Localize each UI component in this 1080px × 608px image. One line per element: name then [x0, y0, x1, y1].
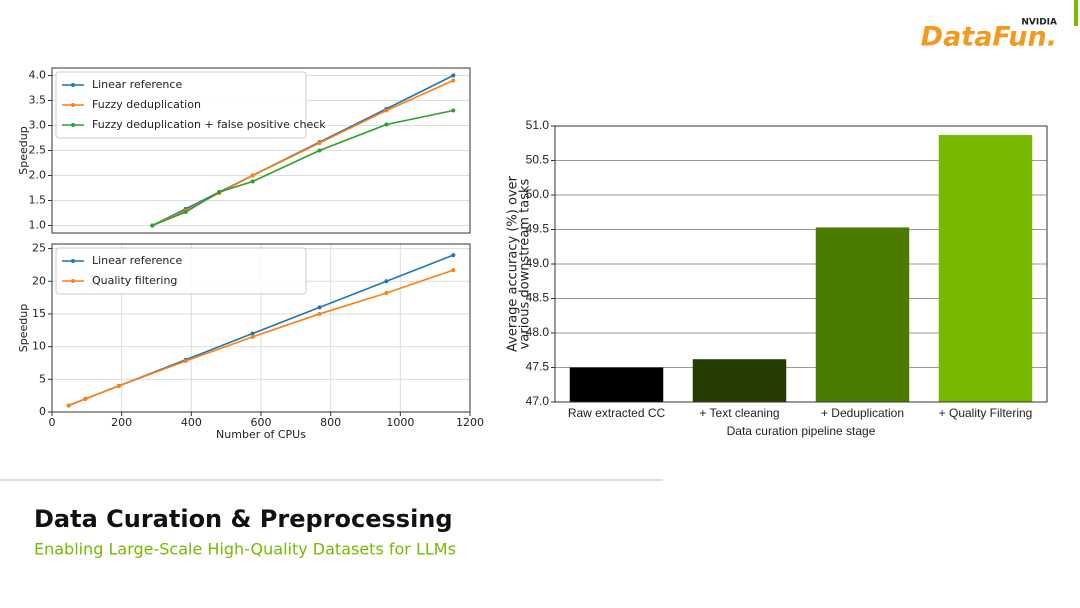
y-tick-label: 3.5	[29, 94, 47, 107]
legend-label: Fuzzy deduplication + false positive che…	[92, 118, 326, 131]
y-tick-label: 47.5	[526, 360, 550, 374]
x-tick-label: + Quality Filtering	[939, 406, 1033, 420]
y-tick-label: 2.0	[29, 169, 47, 182]
y-axis-label: Speedup	[17, 126, 30, 174]
point	[83, 396, 88, 401]
y-tick-label: 4.0	[29, 69, 47, 82]
legend-label: Fuzzy deduplication	[92, 98, 201, 111]
legend-marker	[71, 279, 75, 283]
point	[217, 190, 222, 194]
legend-box	[55, 247, 307, 295]
point	[384, 108, 389, 113]
y-tick-label: 49.5	[526, 222, 550, 236]
logo: DataFun.	[921, 22, 1057, 53]
y-tick-label: 3.0	[29, 119, 47, 132]
point	[250, 179, 255, 184]
legend-marker	[71, 103, 75, 107]
point	[384, 291, 389, 296]
point	[183, 359, 188, 364]
y-axis-label: various downstream tasks	[518, 178, 533, 349]
point	[250, 331, 255, 336]
y-tick-label: 15	[32, 307, 46, 320]
slide-title: Data Curation & Preprocessing	[34, 505, 453, 533]
y-tick-label: 1.0	[29, 219, 47, 232]
bar	[692, 359, 787, 402]
plot-frame	[51, 243, 471, 413]
y-tick-label: 50.0	[526, 187, 550, 201]
bar	[815, 227, 910, 402]
bar	[938, 134, 1033, 402]
y-tick-label: 49.0	[526, 256, 550, 270]
y-tick-label: 1.5	[29, 194, 47, 207]
y-tick-label: 5	[39, 372, 46, 385]
plot-frame	[51, 67, 471, 234]
legend-label: Linear reference	[92, 254, 182, 267]
x-axis-label: Data curation pipeline stage	[727, 424, 876, 438]
point	[317, 311, 322, 316]
point	[183, 210, 188, 214]
legend-box	[55, 71, 307, 139]
x-tick-label: + Deduplication	[821, 406, 904, 420]
y-tick-label: 20	[32, 274, 46, 287]
y-tick-label: 0	[39, 405, 46, 418]
point	[66, 403, 71, 408]
y-tick-label: 25	[32, 242, 46, 255]
point	[451, 78, 456, 83]
accent-bar	[1074, 0, 1078, 26]
bar	[569, 367, 664, 402]
x-tick-label: 400	[181, 416, 202, 429]
legend-label: Quality filtering	[92, 274, 177, 287]
x-tick-label: 1200	[456, 416, 484, 429]
point	[317, 305, 322, 310]
x-tick-label: 1000	[386, 416, 414, 429]
point	[451, 268, 456, 273]
logo-brand: NVIDIA	[1021, 18, 1057, 28]
x-tick-label: 0	[49, 416, 56, 429]
point	[116, 383, 121, 388]
y-tick-label: 48.0	[526, 325, 550, 339]
plot-frame	[554, 125, 1048, 403]
y-axis-label: Average accuracy (%) over	[506, 175, 521, 352]
point	[150, 223, 155, 228]
point	[250, 173, 255, 178]
y-tick-label: 48.5	[526, 291, 550, 305]
x-axis-label: Number of CPUs	[216, 428, 306, 441]
y-axis-label: Speedup	[17, 304, 30, 352]
x-tick-label: 200	[111, 416, 132, 429]
point	[384, 279, 389, 284]
point	[317, 148, 322, 153]
point	[384, 122, 389, 127]
y-tick-label: 50.5	[526, 153, 550, 167]
series-line	[68, 269, 454, 407]
legend-marker	[71, 123, 75, 127]
y-tick-label: 2.5	[29, 144, 47, 157]
y-tick-label: 47.0	[526, 394, 550, 408]
x-tick-label: Raw extracted CC	[568, 406, 666, 420]
x-tick-label: 800	[320, 416, 341, 429]
y-tick-label: 10	[32, 340, 46, 353]
x-tick-label: + Text cleaning	[699, 406, 779, 420]
legend-label: Linear reference	[92, 78, 182, 91]
slide-subtitle: Enabling Large-Scale High-Quality Datase…	[34, 540, 456, 559]
x-tick-label: 600	[251, 416, 272, 429]
point	[451, 253, 456, 258]
point	[451, 73, 456, 78]
point	[250, 334, 255, 339]
legend-marker	[71, 259, 75, 263]
legend-marker	[71, 83, 75, 87]
y-tick-label: 51.0	[526, 118, 550, 132]
point	[317, 141, 322, 145]
point	[451, 108, 456, 113]
